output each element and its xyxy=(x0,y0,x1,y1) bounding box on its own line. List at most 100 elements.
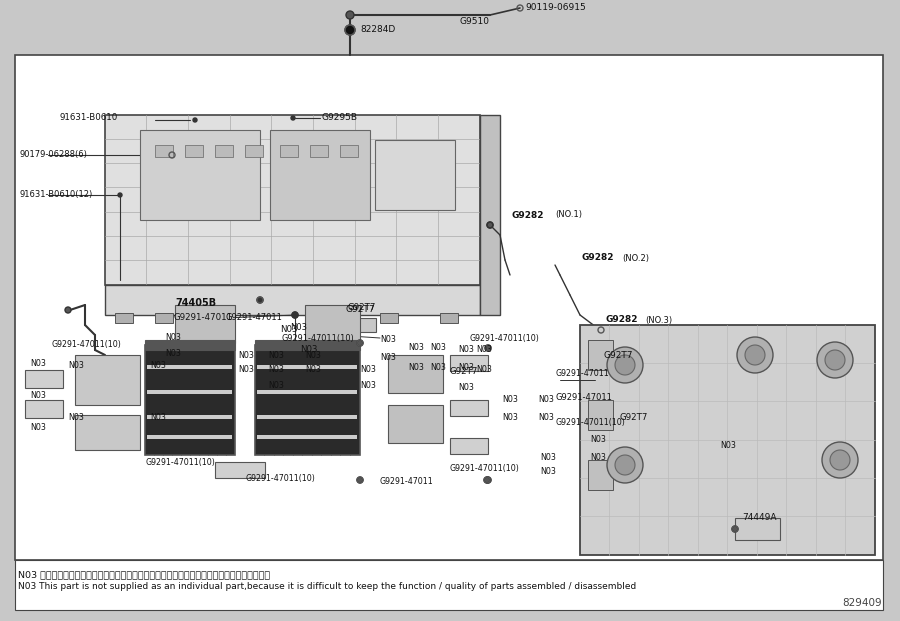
Bar xyxy=(270,130,370,220)
Text: G92T7: G92T7 xyxy=(348,304,376,312)
Bar xyxy=(348,318,376,332)
Bar xyxy=(450,355,488,371)
Text: N03: N03 xyxy=(268,366,284,374)
Text: G9291-47011: G9291-47011 xyxy=(556,392,613,402)
Bar xyxy=(155,145,173,157)
Text: N03: N03 xyxy=(458,345,474,355)
Text: 74405B: 74405B xyxy=(175,298,216,308)
Text: N03: N03 xyxy=(540,468,556,476)
Text: N03: N03 xyxy=(30,358,46,368)
Circle shape xyxy=(485,477,491,483)
Bar xyxy=(155,313,173,323)
Text: N03 この部品は、分解・組付け後の性能・品質確保が困難なため、単品では補給していません: N03 この部品は、分解・組付け後の性能・品質確保が困難なため、単品では補給して… xyxy=(18,570,270,579)
Circle shape xyxy=(118,193,122,197)
Circle shape xyxy=(745,345,765,365)
Bar xyxy=(257,415,357,419)
Bar xyxy=(147,435,232,439)
Text: 90119-06915: 90119-06915 xyxy=(525,4,586,12)
Circle shape xyxy=(607,447,643,483)
Bar xyxy=(15,55,883,560)
Text: N03: N03 xyxy=(540,453,556,463)
Text: G9282: G9282 xyxy=(512,211,544,219)
Text: N03: N03 xyxy=(430,343,446,353)
Bar xyxy=(75,415,140,450)
Text: N03: N03 xyxy=(68,414,84,422)
Text: N03: N03 xyxy=(408,363,424,373)
Bar xyxy=(147,415,232,419)
Bar xyxy=(588,340,613,370)
Bar xyxy=(105,115,480,285)
Text: N03: N03 xyxy=(720,440,736,450)
Bar xyxy=(388,355,443,393)
Bar xyxy=(105,285,480,315)
Text: N03: N03 xyxy=(290,324,307,332)
Bar xyxy=(340,145,358,157)
Circle shape xyxy=(65,307,71,313)
Circle shape xyxy=(193,118,197,122)
Text: G9291-47011: G9291-47011 xyxy=(225,314,282,322)
Text: G9291-47011: G9291-47011 xyxy=(555,368,608,378)
Text: N03: N03 xyxy=(238,366,254,374)
Text: N03: N03 xyxy=(165,348,181,358)
Bar xyxy=(185,145,203,157)
Bar xyxy=(257,390,357,394)
Text: N03: N03 xyxy=(408,343,424,353)
Bar xyxy=(215,145,233,157)
Text: G9291-47011(10): G9291-47011(10) xyxy=(281,333,354,343)
Bar xyxy=(25,370,63,388)
Text: N03: N03 xyxy=(305,366,321,374)
Bar xyxy=(145,345,235,455)
Circle shape xyxy=(292,312,298,318)
Bar xyxy=(440,313,458,323)
Text: G92T7: G92T7 xyxy=(604,350,634,360)
Text: G9291-47011(10): G9291-47011(10) xyxy=(470,333,540,343)
Text: N03: N03 xyxy=(268,350,284,360)
Bar xyxy=(215,462,265,478)
Bar xyxy=(450,438,488,454)
Bar xyxy=(588,460,613,490)
Text: N03: N03 xyxy=(305,350,321,360)
Bar xyxy=(75,355,140,405)
Text: N03: N03 xyxy=(502,396,518,404)
Bar xyxy=(140,130,260,220)
Circle shape xyxy=(825,350,845,370)
Circle shape xyxy=(346,11,354,19)
Text: G9282: G9282 xyxy=(605,315,637,325)
Circle shape xyxy=(732,526,738,532)
Text: N03 This part is not supplied as an individual part,because it is difficult to k: N03 This part is not supplied as an indi… xyxy=(18,582,636,591)
Bar xyxy=(0,560,900,621)
Text: N03: N03 xyxy=(150,414,166,422)
Text: N03: N03 xyxy=(165,333,181,343)
Text: G9291-47011(10): G9291-47011(10) xyxy=(52,340,122,350)
Text: N03: N03 xyxy=(458,384,474,392)
Bar xyxy=(255,340,360,350)
Text: (NO.2): (NO.2) xyxy=(622,253,649,263)
Bar xyxy=(580,325,875,555)
Circle shape xyxy=(357,340,363,346)
Text: (NO.1): (NO.1) xyxy=(555,211,582,219)
Text: G9291-47011(10): G9291-47011(10) xyxy=(145,458,215,466)
Text: G9291-47011(10): G9291-47011(10) xyxy=(556,417,626,427)
Circle shape xyxy=(817,342,853,378)
Text: G9291-47011(10): G9291-47011(10) xyxy=(245,473,315,483)
Circle shape xyxy=(615,355,635,375)
Text: N03: N03 xyxy=(268,381,284,389)
Text: G92T7: G92T7 xyxy=(620,414,648,422)
Text: 90179-06288(6): 90179-06288(6) xyxy=(20,150,88,160)
Text: N03: N03 xyxy=(430,363,446,373)
Text: 74449A: 74449A xyxy=(742,514,777,522)
Circle shape xyxy=(737,337,773,373)
Bar xyxy=(310,145,328,157)
Bar xyxy=(388,405,443,443)
Text: G9282: G9282 xyxy=(582,253,615,263)
Text: N03: N03 xyxy=(68,361,84,369)
Bar xyxy=(15,560,883,610)
Circle shape xyxy=(830,450,850,470)
Text: 82284D: 82284D xyxy=(360,25,395,35)
Bar xyxy=(305,305,360,343)
Bar xyxy=(380,313,398,323)
Bar xyxy=(450,400,488,416)
Text: G9291-47011: G9291-47011 xyxy=(173,314,232,322)
Text: N03: N03 xyxy=(380,353,396,363)
Text: N03: N03 xyxy=(538,414,554,422)
